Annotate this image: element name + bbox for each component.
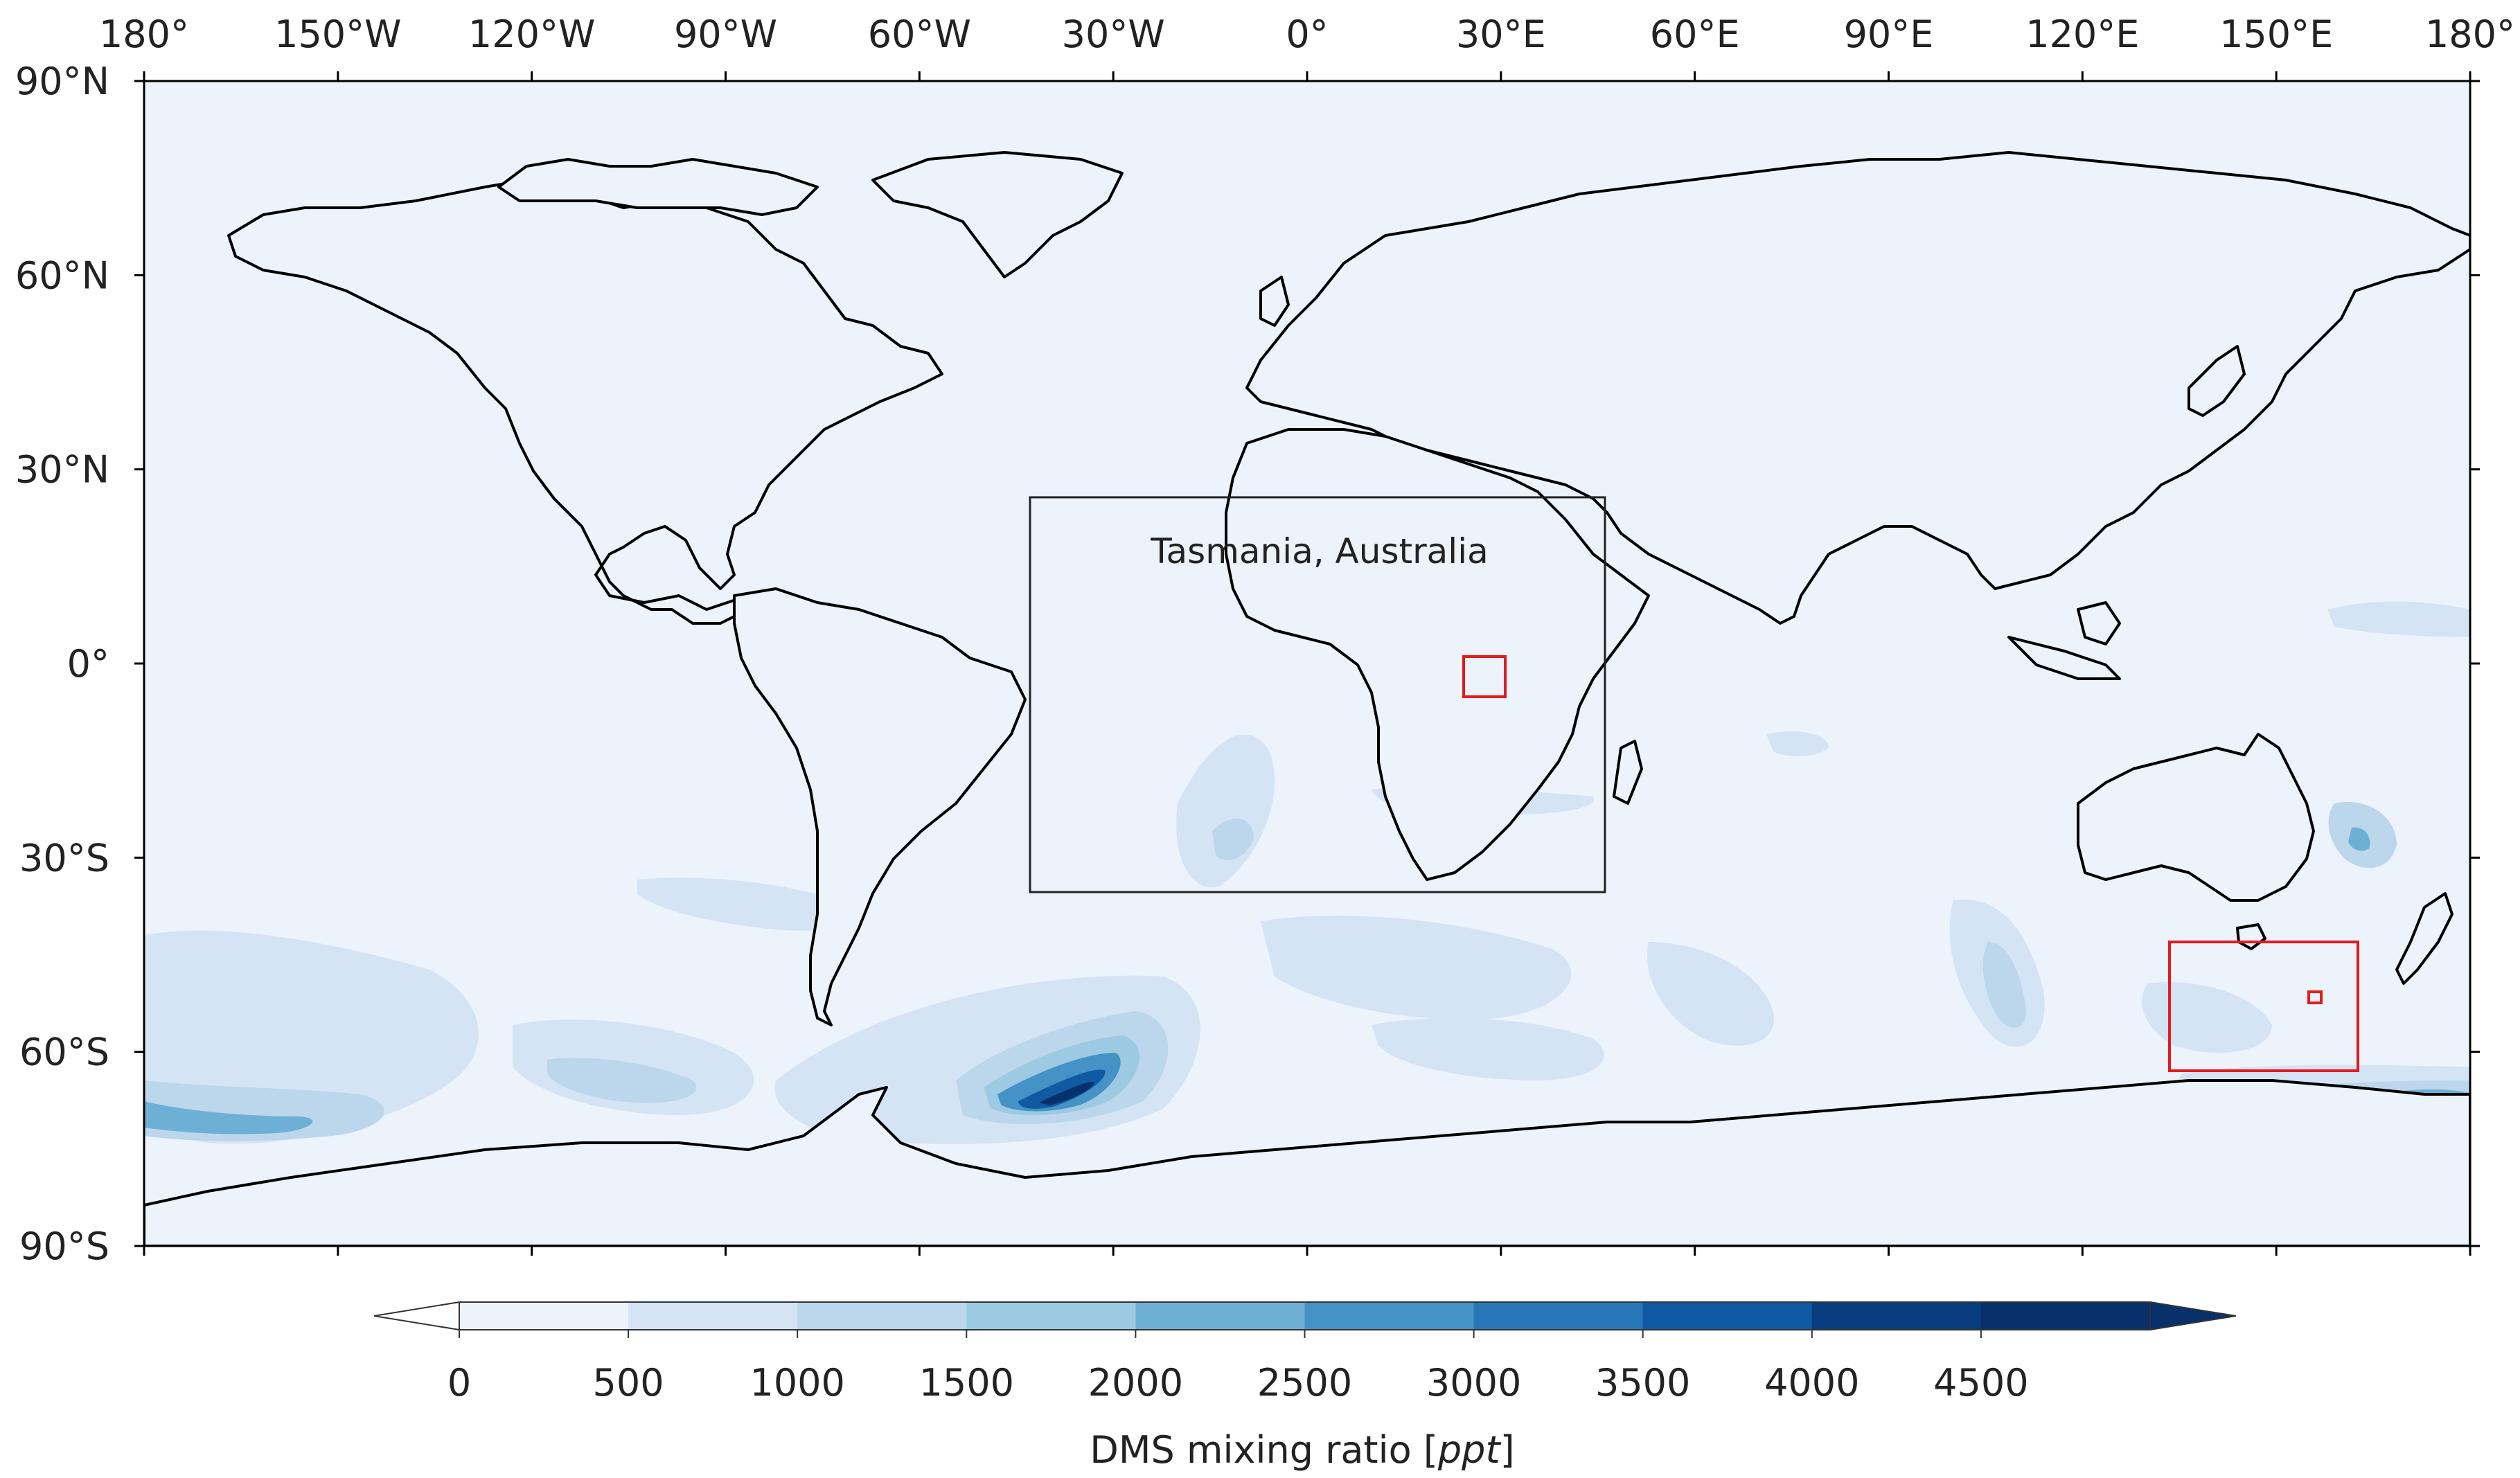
longitude-tick-label: 180° (2425, 12, 2515, 56)
south-america-coast (733, 587, 1027, 1026)
madagascar-coast (1613, 740, 1643, 805)
colorbar-extend-max (2149, 1301, 2237, 1331)
latitude-tick-label: 0° (67, 642, 109, 686)
colorbar-tick-label: 3000 (1426, 1361, 1521, 1405)
longitude-tick-label: 90°E (1844, 12, 1934, 56)
colorbar-tick-label: 4500 (1933, 1361, 2028, 1405)
colorbar-tick-label: 2000 (1088, 1361, 1183, 1405)
colorbar-segment (459, 1302, 629, 1330)
colorbar-segment (966, 1302, 1136, 1330)
greenland-coast (871, 151, 1124, 278)
arctic-islands-coast (497, 158, 819, 216)
colorbar-segment (797, 1302, 967, 1330)
colorbar-tick-label: 2500 (1257, 1361, 1352, 1405)
colorbar-segment (1304, 1302, 1475, 1330)
latitude-tick-label: 90°N (15, 60, 109, 103)
inset-title: Tasmania, Australia (1150, 531, 1488, 571)
longitude-tick-label: 60°W (868, 12, 971, 56)
colorbar-segment (1811, 1302, 1982, 1330)
colorbar-segments (459, 1302, 2151, 1330)
latitude-tick-label: 60°S (19, 1031, 109, 1074)
new-zealand-coast (2395, 892, 2454, 985)
latitude-tick-label: 30°S (19, 836, 109, 880)
colorbar: 0 500 1000 1500 2000 2500 3000 3500 4000 4500 DMS… (373, 1301, 2237, 1472)
colorbar-segment (1135, 1302, 1305, 1330)
region-box (2168, 941, 2359, 1072)
latitude-tick-label: 60°N (15, 253, 109, 297)
region-inner-box (2307, 990, 2323, 1004)
colorbar-label-unit: ppt (1437, 1428, 1502, 1472)
inset-frame (1029, 496, 1606, 893)
latitude-tick-label: 30°N (15, 448, 109, 492)
longitude-tick-label: 30°W (1062, 12, 1165, 56)
eurasia-coast (1245, 151, 2470, 625)
inset-panel: Tasmania, Australia (1029, 496, 1606, 893)
colorbar-tick-label: 4000 (1764, 1361, 1859, 1405)
left-latitude-ticks: 90°N 60°N 30°N 0° 30°S 60°S 90°S (15, 60, 2480, 1268)
latitude-tick-label: 90°S (19, 1225, 109, 1268)
longitude-tick-label: 60°E (1650, 12, 1740, 56)
longitude-tick-label: 120°W (468, 12, 595, 56)
inset-highlight-box (1462, 655, 1507, 698)
colorbar-tick-labels: 0 500 1000 1500 2000 2500 3000 3500 4000 4500 (447, 1330, 2029, 1405)
australia-coast (2077, 733, 2315, 902)
longitude-tick-label: 90°W (674, 12, 777, 56)
japan-coast (2188, 345, 2246, 417)
colorbar-tick-label: 1500 (919, 1361, 1014, 1405)
longitude-tick-label: 0° (1286, 12, 1328, 56)
north-america-coast (227, 179, 943, 625)
coastlines (144, 151, 2470, 1246)
longitude-tick-label: 120°E (2025, 12, 2139, 56)
top-longitude-ticks: 180° 150°W 120°W 90°W 60°W 30°W 0° 30°E 60°E 90°E… (99, 12, 2515, 1256)
longitude-tick-label: 150°W (274, 12, 401, 56)
indonesia-coast (2007, 636, 2121, 680)
colorbar-tick-label: 0 (447, 1361, 471, 1405)
longitude-tick-label: 150°E (2219, 12, 2333, 56)
antarctica-coast (144, 1079, 2470, 1246)
colorbar-tick-label: 500 (593, 1361, 664, 1405)
borneo-coast (2077, 601, 2121, 645)
longitude-tick-label: 30°E (1456, 12, 1546, 56)
africa-coast (1225, 428, 1650, 881)
colorbar-label: DMS mixing ratio [ppt] (1090, 1428, 1514, 1472)
colorbar-segment (1473, 1302, 1644, 1330)
colorbar-segment (628, 1302, 798, 1330)
colorbar-tick-label: 1000 (749, 1361, 844, 1405)
colorbar-extend-min (373, 1301, 460, 1331)
uk-coast (1259, 276, 1290, 327)
region-outer-box (2168, 941, 2359, 1072)
colorbar-tick-label: 3500 (1595, 1361, 1690, 1405)
colorbar-segment (1980, 1302, 2151, 1330)
colorbar-segment (1642, 1302, 1813, 1330)
longitude-tick-label: 180° (99, 12, 189, 56)
